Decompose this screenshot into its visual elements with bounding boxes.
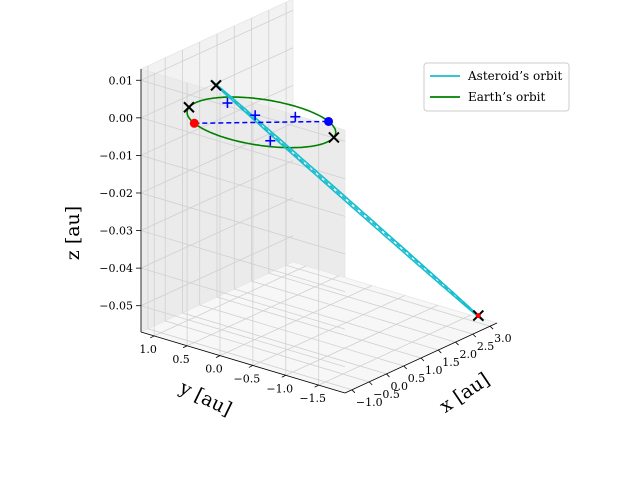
x-axis-label: x [au] [436,368,494,417]
x-tick [351,389,356,394]
x-tick-label: 2.5 [477,340,495,353]
node-2-marker [328,131,340,144]
z-axis-label: z [au] [62,206,84,260]
y-tick-label: 0.0 [205,363,223,376]
y-tick-label: 0.5 [172,353,190,366]
legend-label-earth: Earth’s orbit [468,90,545,104]
grid-line-x [199,42,404,367]
earth-marker [189,118,199,128]
z-tick-label: −0.04 [99,262,133,275]
y-tick [182,345,188,349]
y-axis-line [140,331,346,394]
x-tick [489,325,494,330]
z-tick-label: −0.05 [99,300,133,313]
grid-line-x [251,18,456,343]
x-tick [437,349,442,354]
sun-marker [324,116,334,126]
node-1-marker [183,101,195,113]
y-tick [149,335,155,339]
z-tick-label: 0.01 [109,74,134,87]
earth-orbit-line [186,96,337,149]
grid-line-x [233,26,439,351]
x-tick [455,341,459,346]
grid-line-x [268,10,473,335]
y-tick-label: −1.0 [266,382,293,395]
grid-line-x [216,34,422,359]
x-tick [420,357,425,362]
x-tick-label: −1.0 [356,396,383,409]
y-tick [281,374,286,378]
y-axis-label: y [au] [175,376,235,420]
x-tick-label: 2.0 [460,348,478,361]
y-tick [314,384,319,388]
x-tick-label: 0.5 [408,372,426,385]
grid-line-x [164,57,370,383]
x-tick [403,365,408,370]
node-1-stroke-b [183,101,195,113]
x-tick-label: 0.0 [390,380,408,393]
x-tick-label: −0.5 [373,388,400,401]
earth-sun-line [194,120,329,125]
plus-2-marker [265,135,276,146]
z-tick-label: 0.00 [109,112,134,125]
y-tick-label: 1.0 [139,343,157,356]
apsides-line [215,84,479,317]
x-tick-label: 1.0 [425,364,443,377]
y-tick-label: −1.5 [299,392,326,405]
y-tick [215,355,221,358]
z-tick-label: −0.02 [99,187,133,200]
node-2-stroke-b [328,131,340,144]
z-tick-label: −0.01 [99,149,133,162]
perihelion-stroke-b [210,79,222,92]
legend: Asteroid’s orbit Earth’s orbit [423,62,570,112]
plus-3-marker [250,110,261,121]
x-tick [472,333,477,338]
aphelion-dot-marker [475,313,481,319]
y-tick [248,365,254,368]
x-tick-label: 3.0 [494,332,512,345]
x-tick [386,373,390,378]
x-tick [368,381,373,386]
z-tick-label: −0.03 [99,225,133,238]
legend-label-asteroid: Asteroid’s orbit [467,69,562,83]
perihelion-marker [210,79,222,92]
plus-1-marker [222,98,233,109]
legend-frame [423,62,570,112]
grid-line-x [147,65,353,391]
plus-4-marker [290,111,301,122]
x-tick-label: 1.5 [442,356,460,369]
y-tick-label: −0.5 [234,372,261,385]
